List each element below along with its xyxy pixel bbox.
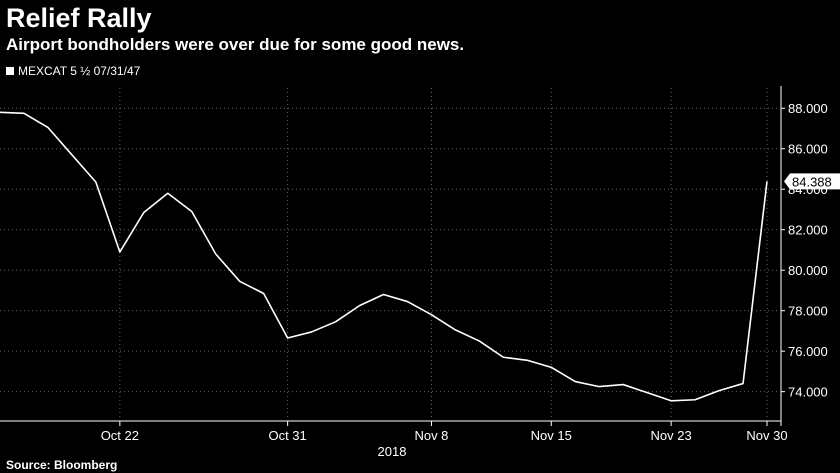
x-tick-label: Nov 15 (531, 428, 572, 443)
y-tick-label: 74.000 (788, 385, 828, 400)
x-tick-label: Oct 22 (101, 428, 139, 443)
legend-swatch (6, 67, 14, 75)
x-axis-label: 2018 (378, 444, 407, 459)
x-tick-label: Nov 23 (651, 428, 692, 443)
y-axis-ticks: 74.00076.00078.00080.00082.00084.00086.0… (781, 101, 828, 400)
x-tick-label: Nov 30 (746, 428, 787, 443)
y-tick-label: 86.000 (788, 142, 828, 157)
axes (0, 86, 782, 426)
x-tick-label: Nov 8 (414, 428, 448, 443)
y-tick-label: 82.000 (788, 223, 828, 238)
grid (0, 88, 778, 420)
source-note: Source: Bloomberg (6, 458, 118, 472)
x-axis-ticks: Oct 22 Oct 31 Nov 8 Nov 15 Nov 23 Nov 30 (101, 421, 788, 443)
y-tick-label: 76.000 (788, 344, 828, 359)
y-tick-label: 88.000 (788, 101, 828, 116)
last-value-label: 84.388 (792, 174, 832, 189)
y-tick-label: 80.000 (788, 263, 828, 278)
chart-subtitle: Airport bondholders were over due for so… (6, 35, 465, 54)
series-line (0, 111, 768, 402)
last-value-badge (784, 173, 840, 190)
x-tick-label: Oct 31 (268, 428, 306, 443)
last-value-marker: 84.388 (784, 173, 840, 190)
y-tick-label: 78.000 (788, 304, 828, 319)
legend-label: MEXCAT 5 ½ 07/31/47 (18, 64, 141, 78)
series (0, 111, 768, 402)
chart-title: Relief Rally (6, 3, 152, 33)
legend: MEXCAT 5 ½ 07/31/47 (6, 63, 140, 79)
